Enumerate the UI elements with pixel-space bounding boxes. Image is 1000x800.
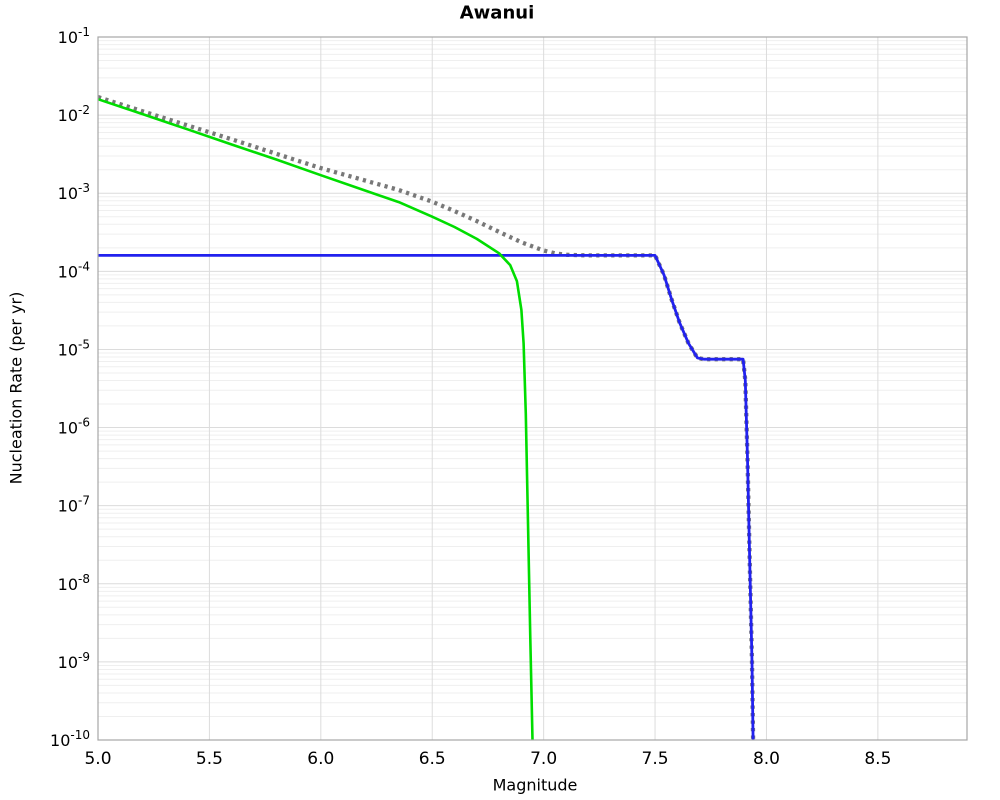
x-tick-label: 5.5 xyxy=(196,749,223,769)
x-tick-label: 7.5 xyxy=(642,749,669,769)
x-tick-label: 7.0 xyxy=(530,749,557,769)
x-tick-label: 8.0 xyxy=(753,749,780,769)
y-tick-label: 10-6 xyxy=(58,416,90,438)
y-tick-label: 10-7 xyxy=(58,494,90,516)
series-green-solid xyxy=(97,97,534,741)
x-axis-label: Magnitude xyxy=(492,775,578,795)
y-tick-label: 10-3 xyxy=(58,181,90,203)
y-tick-label: 10-1 xyxy=(58,25,90,47)
y-tick-label: 10-4 xyxy=(58,259,90,281)
y-tick-label: 10-5 xyxy=(58,337,90,359)
x-tick-label: 8.5 xyxy=(864,749,891,769)
chart-title: Awanui xyxy=(459,2,535,24)
x-tick-label: 6.0 xyxy=(307,749,334,769)
series-blue-solid xyxy=(98,254,755,741)
y-tick-label: 10-9 xyxy=(58,650,90,672)
plot-frame xyxy=(97,36,968,741)
x-tick-label: 6.5 xyxy=(419,749,446,769)
y-axis-label: Nucleation Rate (per yr) xyxy=(6,291,26,485)
y-tick-label: 10-8 xyxy=(58,572,90,594)
y-tick-label: 10-10 xyxy=(50,728,90,750)
y-tick-label: 10-2 xyxy=(58,103,90,125)
x-tick-label: 5.0 xyxy=(84,749,111,769)
